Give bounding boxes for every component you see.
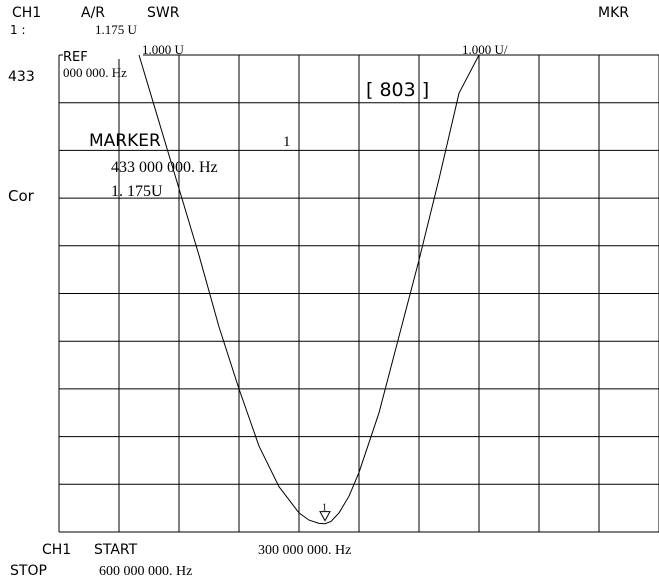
marker-number: 1	[283, 134, 291, 150]
swr-trace	[138, 54, 519, 525]
start-value: 300 000 000. Hz	[258, 543, 351, 558]
mode-label: MKR	[598, 5, 629, 21]
footer-channel-label: CH1	[42, 542, 71, 558]
ref-value: 1.000 U	[142, 42, 185, 57]
marker-symbol	[319, 511, 331, 522]
correction-label: Cor	[8, 187, 35, 205]
stop-value: 600 000 000. Hz	[99, 564, 192, 579]
ref-label: REF	[63, 50, 88, 65]
format-mode: A/R	[81, 5, 105, 21]
marker-symbol-label: 1	[322, 503, 327, 514]
plot-grid	[58, 54, 659, 533]
trace-layer: 1	[138, 54, 519, 525]
channel-label: CH1	[12, 5, 41, 21]
channel-index: 1 :	[10, 23, 26, 37]
marker-value: 1. 175U	[111, 183, 163, 200]
marker-title: MARKER	[89, 131, 161, 151]
center-freq-prefix: 433	[8, 69, 35, 85]
stop-label: STOP	[10, 563, 47, 579]
marker-frequency: 433 000 000. Hz	[111, 159, 218, 176]
ref-frequency-readout: 000 000. Hz	[63, 65, 127, 80]
scale-per-division: 1.000 U/	[462, 42, 508, 57]
marker-value-readout: 1.175 U	[95, 22, 138, 37]
start-label: START	[94, 542, 138, 558]
sweep-counter: [ 803 ]	[366, 79, 429, 101]
format-type: SWR	[147, 5, 180, 21]
